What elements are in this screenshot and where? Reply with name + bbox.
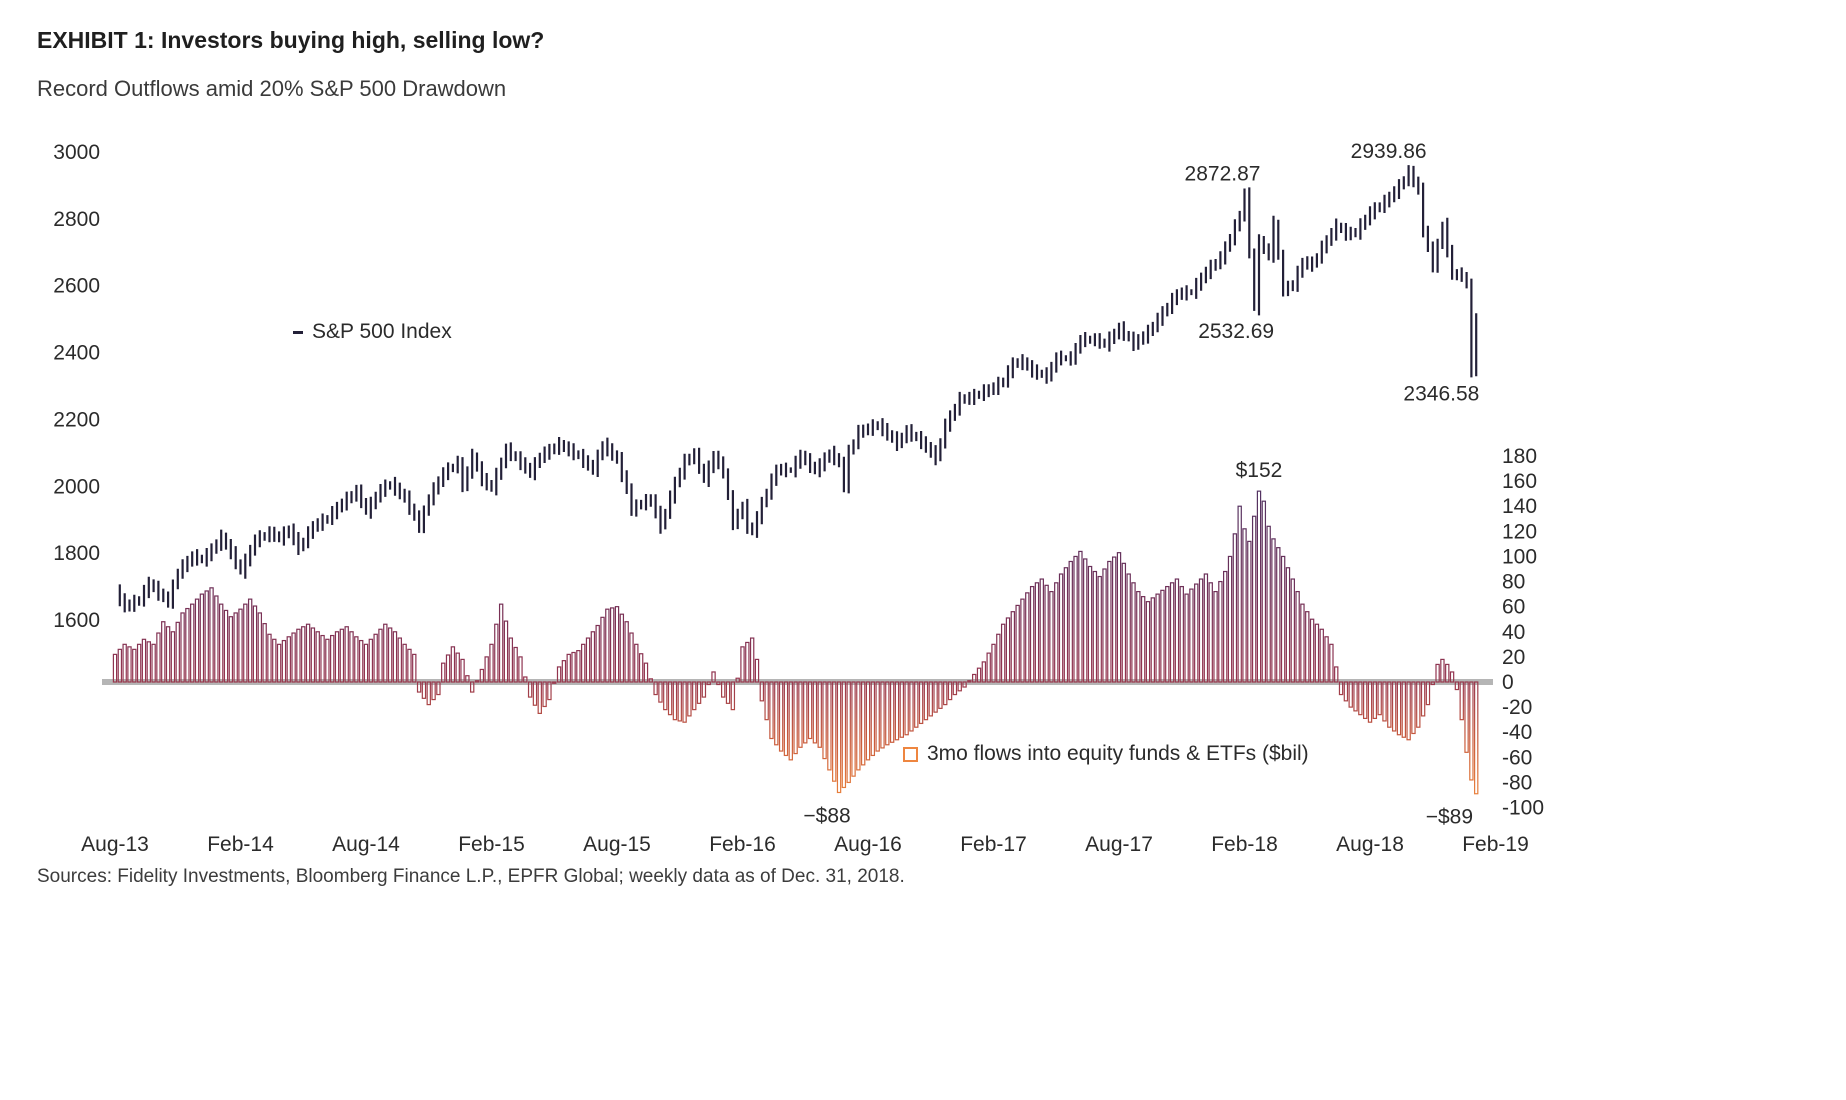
svg-text:2000: 2000 [53, 475, 100, 498]
annotation-6: −$89 [1426, 806, 1473, 829]
svg-text:1600: 1600 [53, 609, 100, 632]
svg-text:140: 140 [1502, 495, 1537, 518]
svg-text:-100: -100 [1502, 797, 1544, 820]
svg-text:180: 180 [1502, 445, 1537, 468]
annotation-2: 2939.86 [1351, 140, 1427, 163]
svg-text:0: 0 [1502, 671, 1514, 694]
svg-text:Aug-17: Aug-17 [1085, 833, 1153, 856]
svg-text:2800: 2800 [53, 208, 100, 231]
svg-text:-20: -20 [1502, 696, 1532, 719]
svg-text:Aug-16: Aug-16 [834, 833, 902, 856]
flows-series [112, 490, 1479, 795]
svg-text:2400: 2400 [53, 342, 100, 365]
annotation-1: 2532.69 [1198, 320, 1274, 343]
flows-legend: 3mo flows into equity funds & ETFs ($bil… [903, 742, 1309, 766]
annotations: 2872.87 2532.69 2939.86 2346.58 $152 −$88 −$89 [803, 140, 1479, 829]
svg-text:80: 80 [1502, 571, 1525, 594]
svg-text:Feb-17: Feb-17 [960, 833, 1027, 856]
svg-text:Feb-15: Feb-15 [458, 833, 525, 856]
svg-text:3000: 3000 [53, 141, 100, 164]
svg-text:Aug-15: Aug-15 [583, 833, 651, 856]
svg-text:Feb-18: Feb-18 [1211, 833, 1278, 856]
svg-text:1800: 1800 [53, 542, 100, 565]
svg-text:100: 100 [1502, 545, 1537, 568]
sp500-legend-label: S&P 500 Index [312, 320, 452, 343]
sp500-line-marker-icon [293, 330, 303, 334]
svg-text:Feb-19: Feb-19 [1462, 833, 1529, 856]
svg-text:Aug-18: Aug-18 [1336, 833, 1404, 856]
svg-text:Aug-14: Aug-14 [332, 833, 400, 856]
svg-text:120: 120 [1502, 520, 1537, 543]
flows-bar-marker-icon [903, 746, 918, 762]
svg-text:-80: -80 [1502, 771, 1532, 794]
sp500-series [118, 165, 1478, 613]
svg-text:2600: 2600 [53, 275, 100, 298]
annotation-3: 2346.58 [1403, 382, 1479, 405]
annotation-5: −$88 [803, 804, 850, 827]
annotation-4: $152 [1236, 459, 1283, 482]
svg-text:Aug-13: Aug-13 [81, 833, 149, 856]
svg-text:2200: 2200 [53, 408, 100, 431]
exhibit-title: EXHIBIT 1: Investors buying high, sellin… [37, 27, 545, 53]
svg-text:60: 60 [1502, 596, 1525, 619]
annotation-0: 2872.87 [1185, 162, 1261, 185]
source-note: Sources: Fidelity Investments, Bloomberg… [37, 866, 905, 887]
left-axis-labels: 3000 2800 2600 2400 2200 2000 1800 1600 [53, 141, 100, 632]
svg-text:Feb-14: Feb-14 [207, 833, 274, 856]
exhibit-subtitle: Record Outflows amid 20% S&P 500 Drawdow… [37, 76, 507, 101]
svg-text:-40: -40 [1502, 721, 1532, 744]
x-axis-labels: Aug-13 Feb-14 Aug-14 Feb-15 Aug-15 Feb-16 Aug-… [81, 833, 1529, 856]
svg-text:160: 160 [1502, 470, 1537, 493]
svg-text:20: 20 [1502, 646, 1525, 669]
flows-legend-label: 3mo flows into equity funds & ETFs ($bil… [927, 742, 1309, 765]
svg-text:Feb-16: Feb-16 [709, 833, 776, 856]
svg-text:-60: -60 [1502, 746, 1532, 769]
sp500-legend: S&P 500 Index [293, 320, 452, 344]
svg-text:40: 40 [1502, 621, 1525, 644]
